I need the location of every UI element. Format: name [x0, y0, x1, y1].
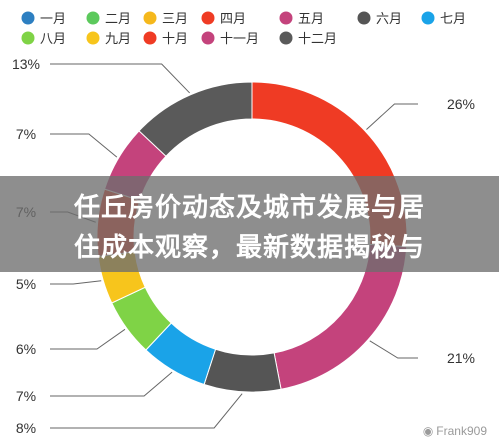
leader-line: [50, 63, 191, 94]
slice-value-label: 7%: [16, 126, 36, 142]
legend-label: 十二月: [298, 32, 337, 47]
legend-swatch: [421, 11, 435, 25]
legend-label: 四月: [220, 12, 246, 27]
slice-value-label: 5%: [16, 276, 36, 292]
leader-line: [369, 340, 418, 359]
leader-line: [50, 371, 173, 397]
watermark-text: Frank909: [436, 424, 487, 438]
slice-value-label: 8%: [16, 420, 36, 436]
donut-slice: [138, 81, 253, 157]
leader-line: [50, 280, 102, 285]
legend-swatch: [143, 31, 157, 45]
legend-swatch: [201, 31, 215, 45]
legend-label: 一月: [40, 12, 66, 27]
legend-label: 十一月: [220, 32, 259, 47]
slice-value-label: 13%: [12, 56, 40, 72]
legend-label: 三月: [162, 12, 188, 27]
legend-label: 十月: [162, 32, 188, 47]
overlay-title-line-2: 住成本观察，最新数据揭秘与: [73, 233, 425, 263]
title-overlay-banner: [0, 176, 499, 272]
leader-line: [366, 103, 418, 130]
donut-slice: [203, 348, 282, 393]
slice-value-label: 7%: [16, 388, 36, 404]
legend-label: 七月: [440, 12, 466, 27]
legend-swatch: [279, 31, 293, 45]
legend-swatch: [86, 31, 100, 45]
legend-label: 八月: [40, 32, 66, 47]
watermark: ◉ Frank909: [423, 424, 487, 438]
legend-swatch: [86, 11, 100, 25]
legend-swatch: [279, 11, 293, 25]
legend-label: 九月: [105, 32, 131, 47]
legend-swatch: [357, 11, 371, 25]
legend-label: 五月: [298, 12, 324, 27]
legend-swatch: [201, 11, 215, 25]
weibo-icon: ◉: [422, 424, 434, 438]
legend-label: 六月: [376, 12, 402, 27]
slice-value-label: 21%: [447, 350, 475, 366]
leader-line: [50, 393, 243, 429]
slice-value-label: 26%: [447, 96, 475, 112]
leader-line: [50, 133, 118, 158]
legend-label: 二月: [105, 12, 131, 27]
slice-value-label: 6%: [16, 341, 36, 357]
overlay-title-line-1: 任丘房价动态及城市发展与居: [73, 193, 425, 223]
legend-swatch: [21, 11, 35, 25]
legend-swatch: [21, 31, 35, 45]
leader-line: [50, 328, 126, 350]
legend-swatch: [143, 11, 157, 25]
